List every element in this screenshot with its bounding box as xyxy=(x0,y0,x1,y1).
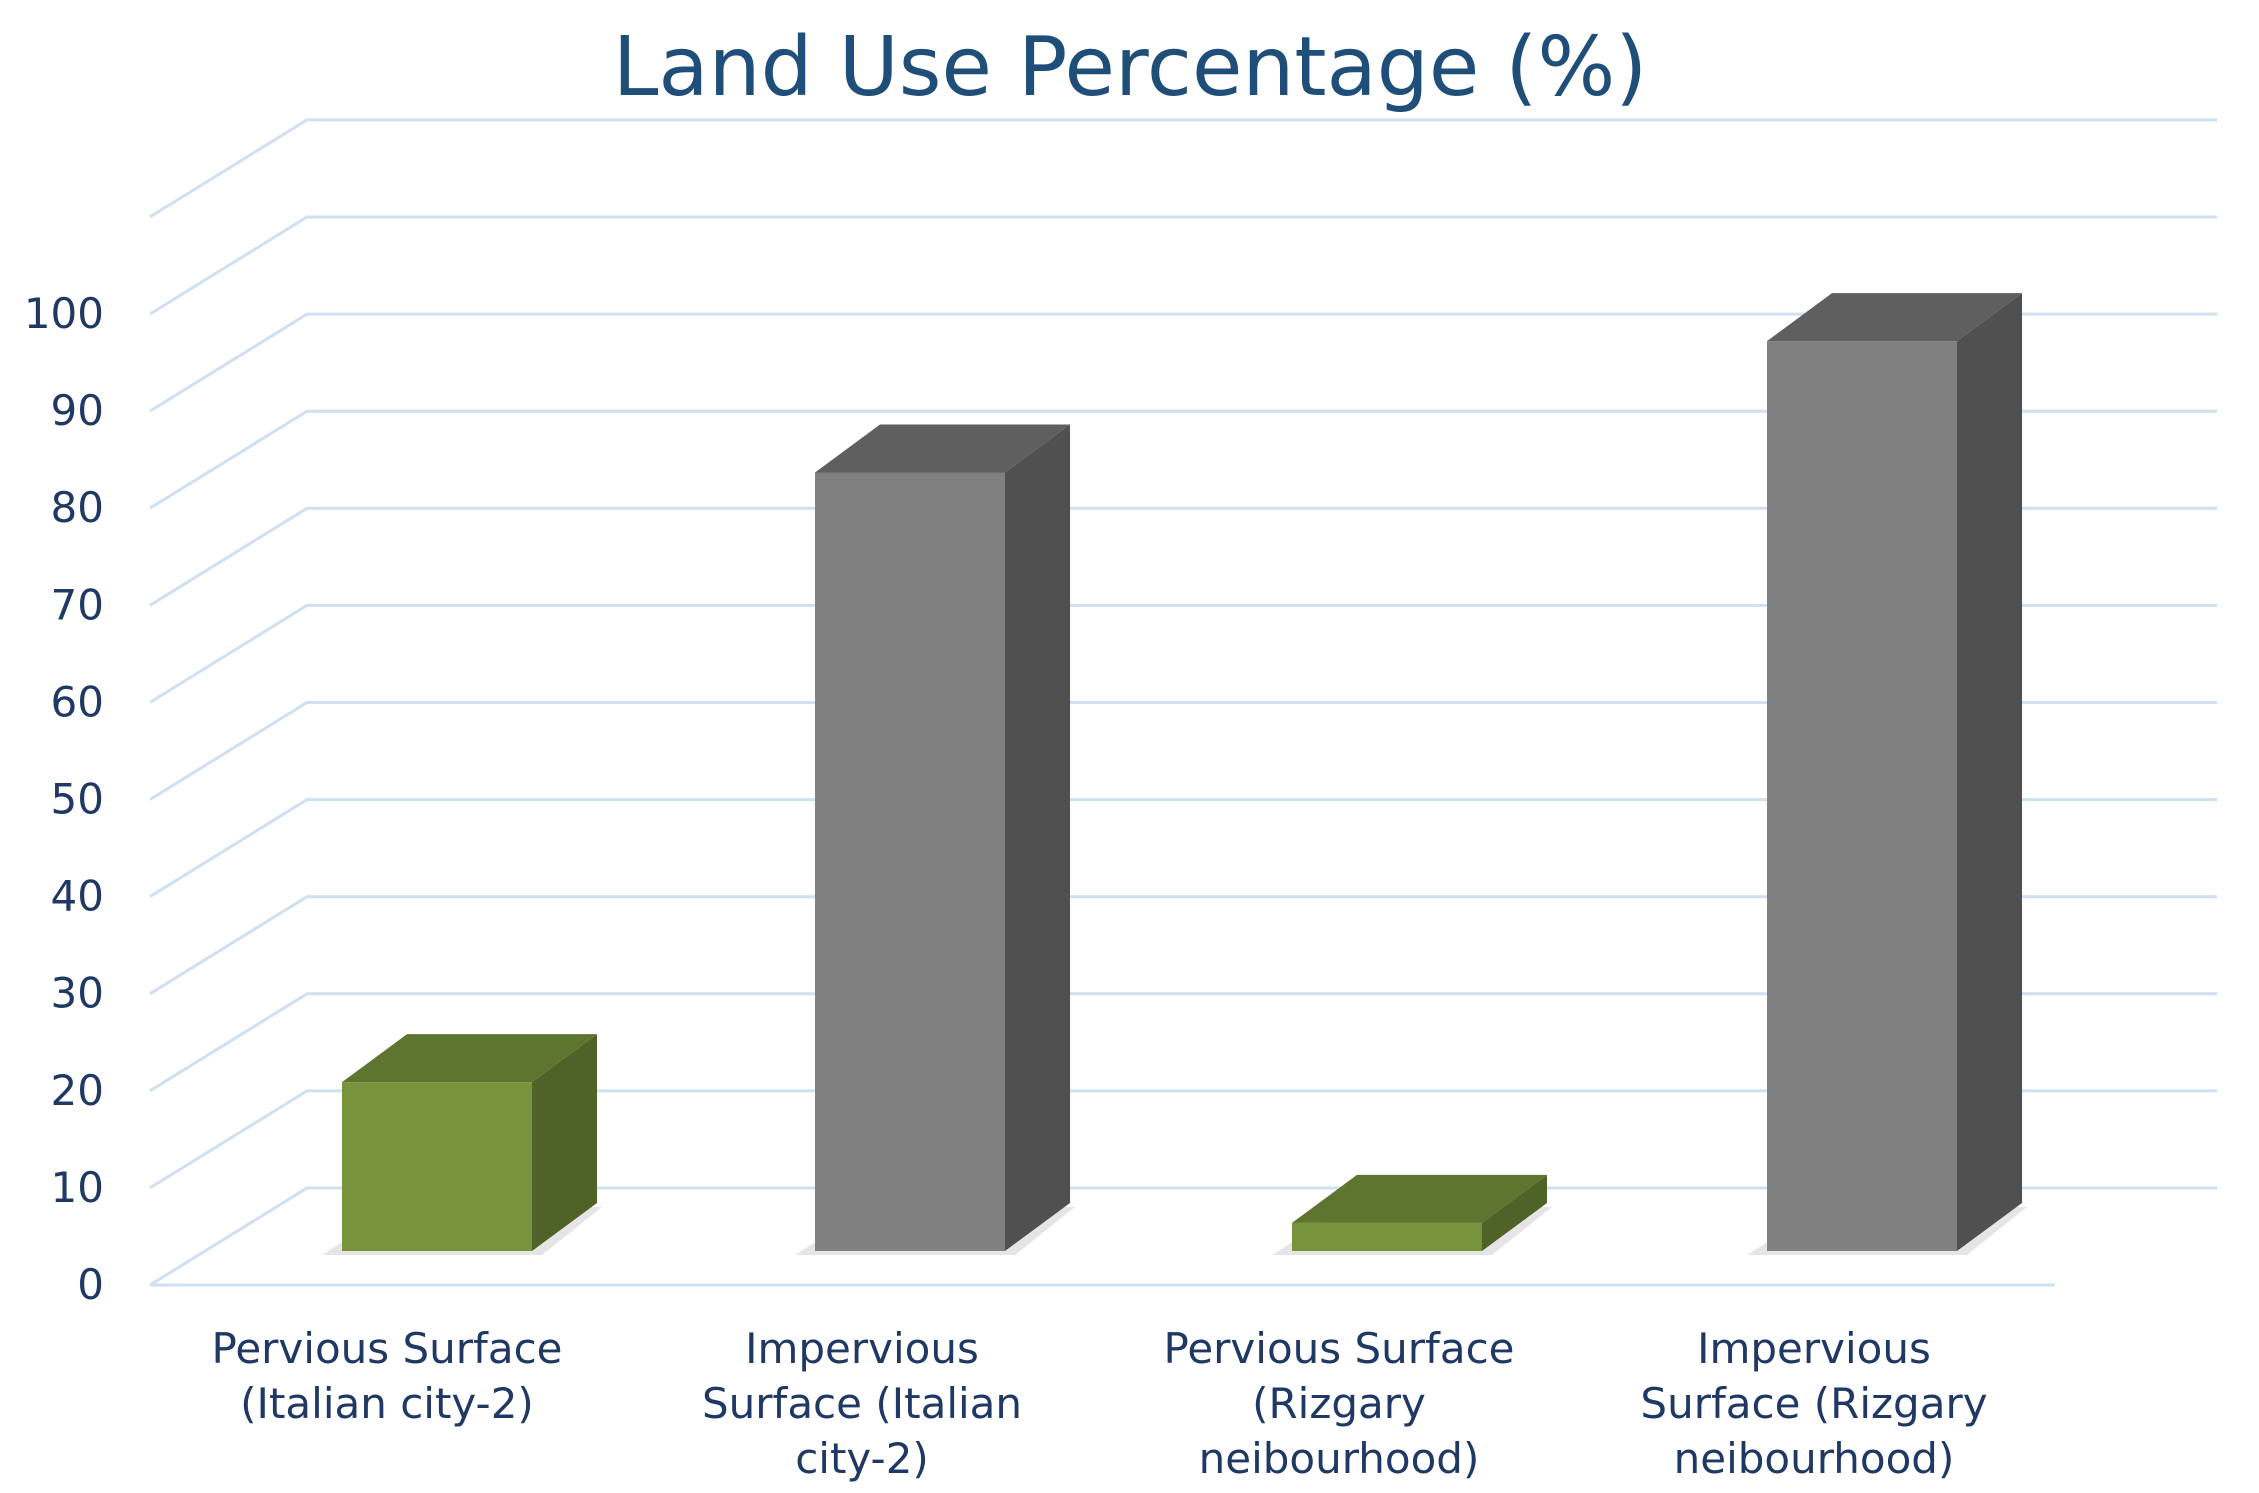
y-tick-label: 100 xyxy=(24,289,104,338)
y-tick-label: 50 xyxy=(51,775,104,824)
x-category-label: Pervious Surface (Italian city-2) xyxy=(211,1324,562,1428)
bars xyxy=(322,293,2027,1255)
bar-4 xyxy=(1747,293,2027,1255)
bar-front-face xyxy=(1292,1222,1482,1251)
y-tick-label: 10 xyxy=(51,1163,104,1212)
bar-side-face xyxy=(1005,424,1070,1252)
gridline xyxy=(149,409,2217,510)
bar-front-face xyxy=(1767,341,1957,1251)
x-category-label-line: Pervious Surface xyxy=(1163,1324,1514,1373)
x-category-label-line: city-2) xyxy=(795,1434,929,1483)
bar-side-face xyxy=(1482,1174,1547,1251)
x-axis-categories: Pervious Surface (Italian city-2) Impervio… xyxy=(211,1324,1987,1483)
bar-top-face xyxy=(1767,293,2022,342)
gridline xyxy=(149,992,2217,1093)
gridline xyxy=(149,1089,2217,1190)
y-tick-label: 80 xyxy=(51,483,104,532)
gridline xyxy=(149,603,2217,704)
gridline xyxy=(149,118,2217,219)
y-tick-label: 60 xyxy=(51,677,104,726)
x-category-label: Impervious Surface (Rizgary neibourhood) xyxy=(1640,1324,1987,1483)
chart-title: Land Use Percentage (%) xyxy=(613,20,1648,115)
bar-top-face xyxy=(342,1034,597,1083)
x-category-label-line: Surface (Rizgary xyxy=(1640,1379,1987,1428)
bar-side-face xyxy=(1957,293,2022,1251)
x-category-label-line: Impervious xyxy=(1697,1324,1931,1373)
x-category-label: Impervious Surface (Italian city-2) xyxy=(702,1324,1022,1483)
x-category-label-line: neibourhood) xyxy=(1674,1434,1955,1483)
bar-top-face xyxy=(1292,1174,1547,1223)
x-category-label-line: Impervious xyxy=(745,1324,979,1373)
y-tick-label: 40 xyxy=(51,872,104,921)
bar-side-face xyxy=(532,1034,597,1251)
y-tick-label: 20 xyxy=(51,1066,104,1115)
gridline xyxy=(149,798,2217,898)
y-tick-label: 70 xyxy=(51,580,104,629)
gridline-baseline xyxy=(149,1186,2217,1287)
bar-front-face xyxy=(342,1082,532,1251)
bar-3 xyxy=(1272,1174,1552,1255)
gridline xyxy=(149,895,2217,995)
bar-top-face xyxy=(815,424,1070,473)
x-category-label-line: neibourhood) xyxy=(1199,1434,1480,1483)
y-axis-ticks: 0 10 20 30 40 50 60 70 80 90 100 xyxy=(24,289,104,1309)
gridline xyxy=(149,506,2217,607)
x-category-label: Pervious Surface (Rizgary neibourhood) xyxy=(1163,1324,1514,1483)
gridline xyxy=(149,701,2217,801)
y-tick-label: 0 xyxy=(77,1260,104,1309)
x-category-label-line: (Italian city-2) xyxy=(240,1379,534,1428)
y-tick-label: 90 xyxy=(51,386,104,435)
x-category-label-line: Surface (Italian xyxy=(702,1379,1022,1428)
bar-1 xyxy=(322,1034,602,1255)
bar-2 xyxy=(795,424,1075,1255)
gridline xyxy=(149,215,2217,316)
gridline xyxy=(149,312,2217,413)
gridlines xyxy=(149,118,2217,1287)
x-category-label-line: Pervious Surface xyxy=(211,1324,562,1373)
y-tick-label: 30 xyxy=(51,969,104,1018)
bar-front-face xyxy=(815,472,1005,1252)
x-category-label-line: (Rizgary xyxy=(1252,1379,1426,1428)
